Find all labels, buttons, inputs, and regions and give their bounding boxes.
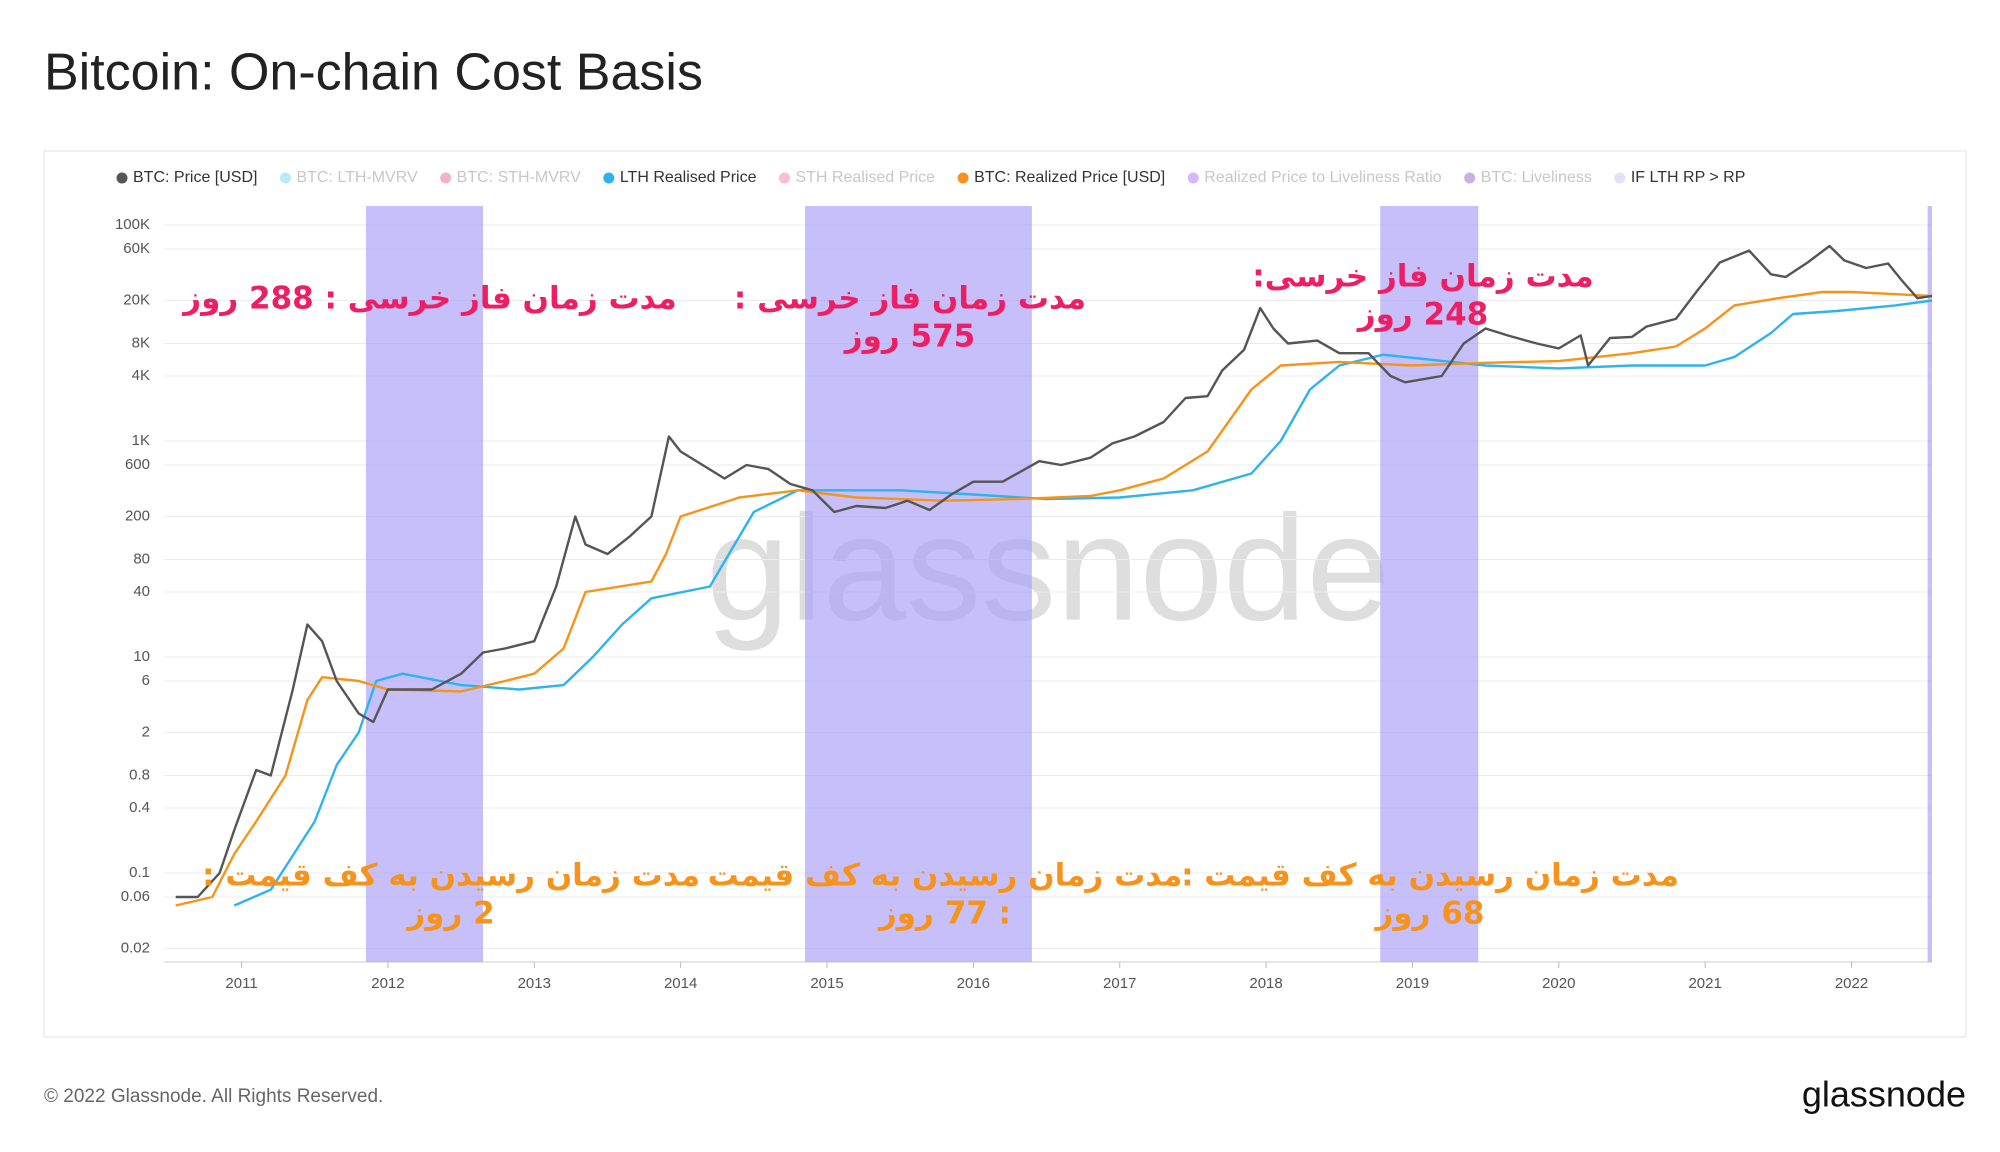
annotation: مدت زمان رسیدن به کف قیمت : bbox=[202, 858, 700, 894]
x-tick-label: 2011 bbox=[225, 975, 257, 992]
annotation: 575 روز bbox=[843, 319, 975, 355]
y-tick-label: 1K bbox=[132, 432, 150, 449]
legend-marker bbox=[1187, 172, 1199, 184]
x-tick-label: 2012 bbox=[371, 975, 404, 992]
legend-marker bbox=[116, 172, 128, 184]
y-tick-label: 0.06 bbox=[121, 888, 150, 905]
y-tick-label: 200 bbox=[125, 507, 150, 524]
y-tick-label: 80 bbox=[133, 550, 150, 567]
series-line bbox=[175, 244, 1933, 899]
series-line bbox=[233, 299, 1933, 907]
y-tick-label: 6 bbox=[142, 672, 150, 689]
x-tick-label: 2013 bbox=[518, 975, 551, 992]
y-tick-label: 600 bbox=[125, 456, 150, 473]
annotation: مدت زمان فاز خرسی : 288 روز bbox=[181, 281, 677, 317]
x-tick-label: 2016 bbox=[957, 975, 990, 992]
y-tick-label: 100K bbox=[115, 216, 150, 233]
y-tick-label: 8K bbox=[132, 334, 150, 351]
x-tick-label: 2015 bbox=[810, 975, 843, 992]
annotation: : 77 روز bbox=[877, 896, 1011, 932]
x-tick-label: 2018 bbox=[1249, 975, 1282, 992]
chart-title: Bitcoin: On-chain Cost Basis bbox=[44, 44, 703, 102]
legend-label: LTH Realised Price bbox=[620, 169, 757, 186]
shaded-band bbox=[1380, 206, 1479, 962]
y-tick-label: 0.02 bbox=[121, 939, 150, 956]
annotation: مدت زمان فاز خرسی: bbox=[1252, 259, 1593, 295]
y-tick-label: 0.4 bbox=[129, 799, 150, 816]
legend-label: BTC: LTH-MVRV bbox=[296, 169, 418, 186]
chart-frame bbox=[43, 150, 1967, 1038]
y-tick-label: 0.1 bbox=[129, 864, 150, 881]
x-tick-label: 2019 bbox=[1396, 975, 1429, 992]
brand-logo: glassnode bbox=[1802, 1074, 1966, 1115]
series-line bbox=[175, 290, 1933, 907]
annotation: 248 روز bbox=[1356, 297, 1488, 333]
x-tick-label: 2022 bbox=[1835, 975, 1868, 992]
legend-label: BTC: STH-MVRV bbox=[457, 169, 581, 186]
legend-marker bbox=[1614, 172, 1626, 184]
annotation: 2 روز bbox=[405, 896, 494, 932]
y-tick-label: 20K bbox=[123, 291, 150, 308]
y-tick-label: 40 bbox=[133, 583, 150, 600]
x-tick-label: 2020 bbox=[1542, 975, 1575, 992]
annotation: مدت زمان رسیدن به کف قیمت bbox=[708, 858, 1183, 894]
annotation: مدت زمان رسیدن به کف قیمت : bbox=[1181, 858, 1679, 894]
annotation: مدت زمان فاز خرسی : bbox=[734, 281, 1086, 317]
legend-marker bbox=[279, 172, 291, 184]
legend-marker bbox=[440, 172, 452, 184]
legend-label: IF LTH RP > RP bbox=[1631, 169, 1746, 186]
footer: © 2022 Glassnode. All Rights Reserved. bbox=[44, 1086, 383, 1107]
x-tick-label: 2017 bbox=[1103, 975, 1136, 992]
y-tick-label: 2 bbox=[142, 723, 150, 740]
x-tick-label: 2014 bbox=[664, 975, 697, 992]
shaded-band bbox=[805, 206, 1032, 962]
shaded-band bbox=[1927, 206, 1932, 962]
annotation: 68 روز bbox=[1374, 896, 1485, 932]
legend-marker bbox=[603, 172, 615, 184]
y-tick-label: 4K bbox=[132, 367, 150, 384]
y-tick-label: 0.8 bbox=[129, 766, 150, 783]
legend-label: STH Realised Price bbox=[795, 169, 935, 186]
legend-marker bbox=[1464, 172, 1476, 184]
shaded-band bbox=[365, 206, 484, 962]
legend-label: BTC: Liveliness bbox=[1481, 169, 1592, 186]
legend-marker bbox=[778, 172, 790, 184]
legend-marker bbox=[957, 172, 969, 184]
legend-label: BTC: Price [USD] bbox=[133, 169, 257, 186]
legend-label: BTC: Realized Price [USD] bbox=[974, 169, 1165, 186]
y-tick-label: 10 bbox=[133, 648, 150, 665]
legend-label: Realized Price to Liveliness Ratio bbox=[1204, 169, 1442, 186]
x-tick-label: 2021 bbox=[1688, 975, 1721, 992]
y-tick-label: 60K bbox=[123, 240, 150, 257]
